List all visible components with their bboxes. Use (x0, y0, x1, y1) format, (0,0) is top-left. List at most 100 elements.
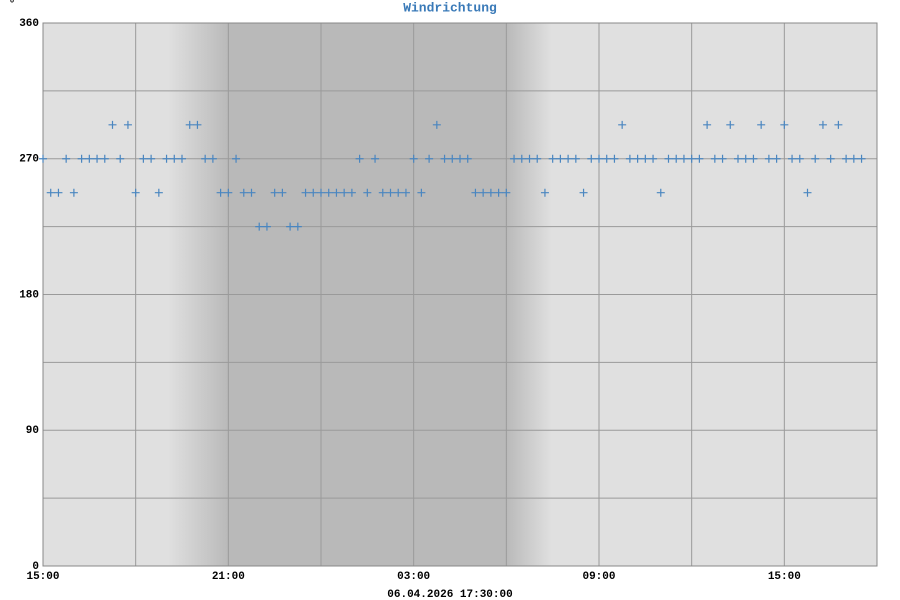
y-tick-label: 270 (19, 154, 39, 166)
y-axis-unit: ° (9, 0, 16, 11)
point (849, 154, 858, 163)
point (46, 188, 55, 197)
point (672, 154, 681, 163)
point (85, 154, 94, 163)
point (780, 120, 789, 129)
point (54, 188, 63, 197)
point (432, 120, 441, 129)
point (772, 154, 781, 163)
point (309, 188, 318, 197)
point (347, 188, 356, 197)
point (556, 154, 565, 163)
point (69, 188, 78, 197)
point (317, 188, 325, 197)
point (123, 120, 132, 129)
x-axis-label: 06.04.2026 17:30:00 (387, 589, 512, 600)
point (147, 154, 156, 163)
point (201, 154, 210, 163)
point (216, 188, 225, 197)
point (239, 188, 248, 197)
point (494, 188, 503, 197)
point (703, 120, 712, 129)
point (602, 154, 611, 163)
x-tick-label: 21:00 (212, 571, 245, 583)
point (579, 188, 588, 197)
point (656, 188, 665, 197)
point (587, 154, 596, 163)
chart-title: Windrichtung (403, 0, 497, 15)
y-tick-label: 360 (19, 18, 39, 30)
point (363, 188, 372, 197)
point (162, 154, 171, 163)
point (448, 154, 457, 163)
point (77, 154, 86, 163)
point (39, 154, 47, 163)
point (139, 154, 148, 163)
plot-border (42, 22, 878, 567)
point (749, 154, 758, 163)
point (371, 154, 380, 163)
point (247, 188, 256, 197)
point (471, 188, 480, 197)
point (232, 154, 241, 163)
point (510, 154, 519, 163)
point (456, 154, 464, 163)
point (286, 222, 295, 231)
point (394, 188, 403, 197)
point (116, 154, 125, 163)
point (417, 188, 426, 197)
point (540, 188, 549, 197)
point (100, 154, 109, 163)
point (741, 154, 750, 163)
point (340, 188, 349, 197)
point (857, 154, 866, 163)
point (185, 120, 194, 129)
point (811, 154, 820, 163)
point (687, 154, 696, 163)
point (610, 154, 619, 163)
point (386, 188, 395, 197)
point (764, 154, 773, 163)
point (324, 188, 333, 197)
point (278, 188, 287, 197)
point (517, 154, 526, 163)
point (486, 188, 495, 197)
point (255, 222, 264, 231)
point (734, 154, 742, 163)
point (757, 120, 766, 129)
point (826, 154, 835, 163)
point (842, 154, 851, 163)
point (795, 154, 804, 163)
point (649, 154, 658, 163)
y-tick-label: 90 (26, 425, 39, 437)
point (409, 154, 418, 163)
points (39, 120, 866, 231)
point (803, 188, 812, 197)
x-tick-label: 15:00 (26, 571, 59, 583)
point (293, 222, 302, 231)
point (525, 154, 534, 163)
point (93, 154, 102, 163)
point (62, 154, 71, 163)
x-tick-label: 09:00 (582, 571, 615, 583)
y-tick-label: 180 (19, 289, 39, 301)
point (679, 154, 688, 163)
point (301, 188, 310, 197)
point (463, 154, 472, 163)
point (641, 154, 650, 163)
point (726, 120, 735, 129)
point (224, 188, 233, 197)
point (178, 154, 186, 163)
point (625, 154, 634, 163)
x-tick-label: 15:00 (768, 571, 801, 583)
point (564, 154, 573, 163)
point (618, 120, 627, 129)
point (710, 154, 719, 163)
point (355, 154, 364, 163)
point (788, 154, 797, 163)
point (479, 188, 488, 197)
point (548, 154, 557, 163)
point (718, 154, 727, 163)
point (154, 188, 163, 197)
